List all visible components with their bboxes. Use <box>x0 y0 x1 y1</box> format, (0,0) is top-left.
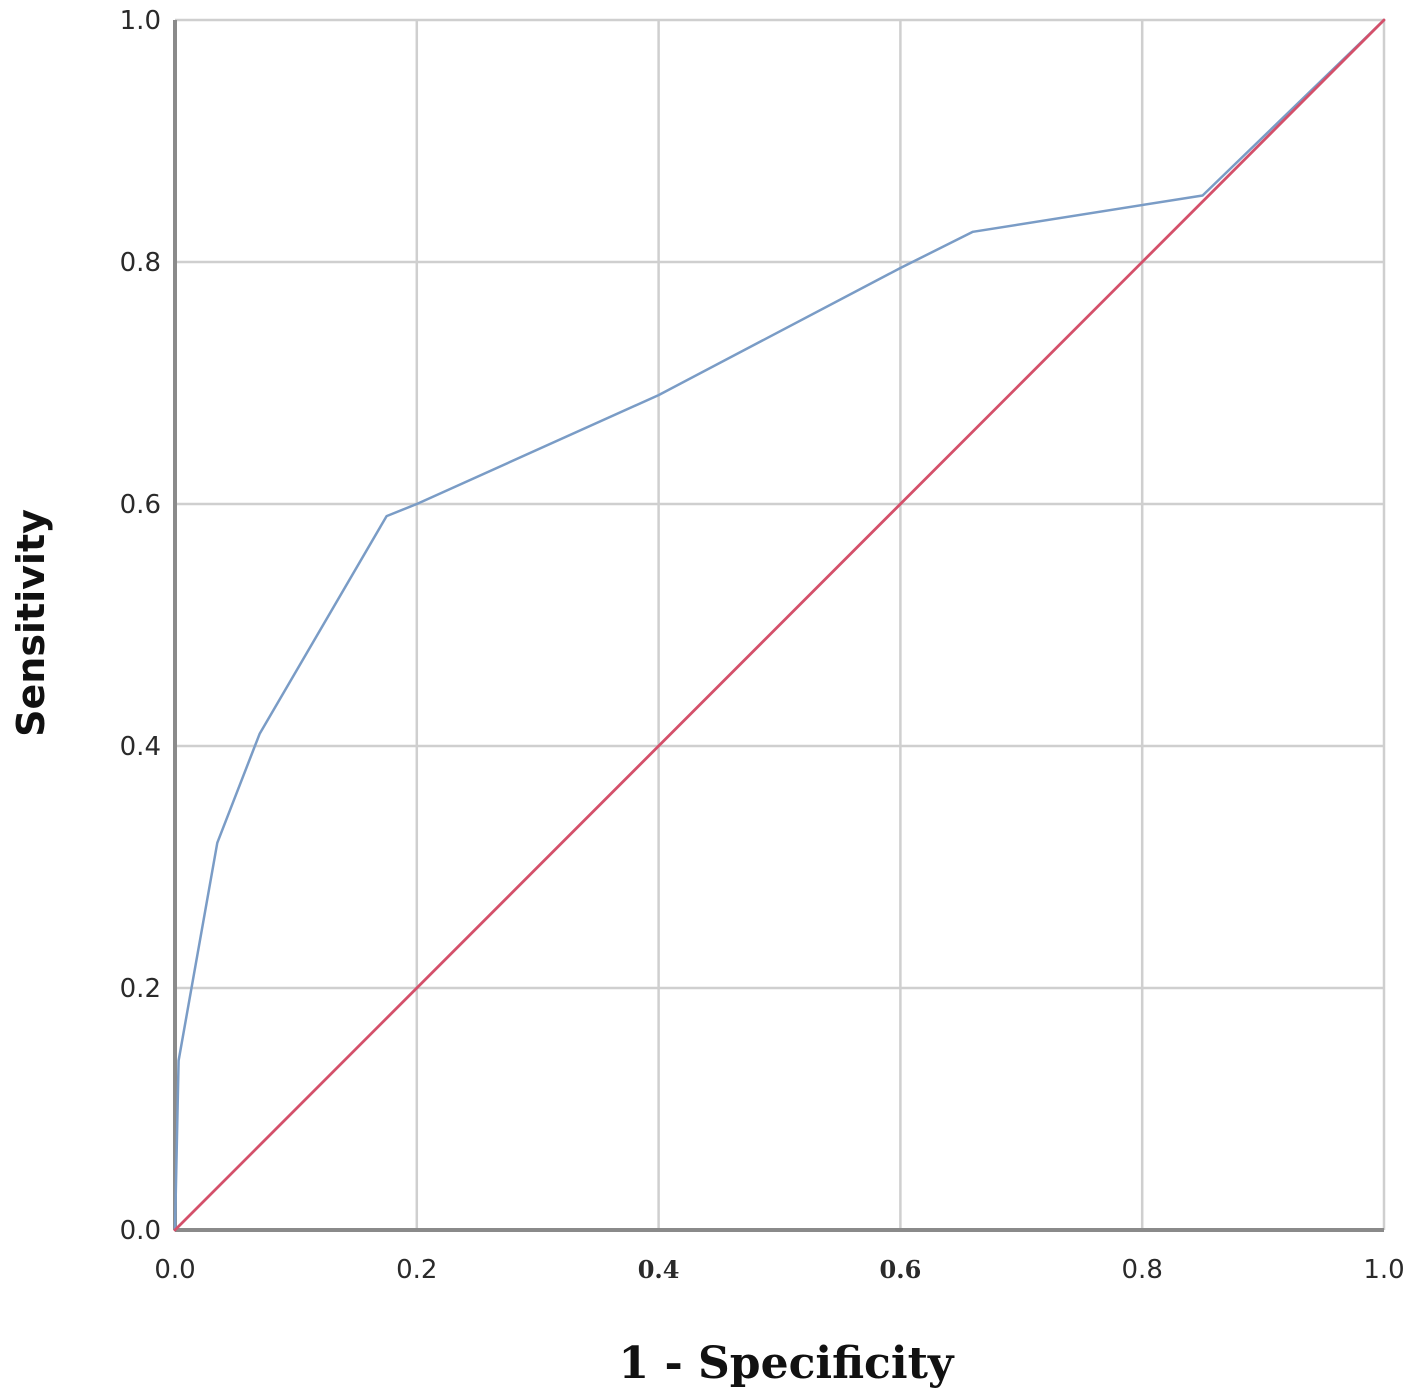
tick-labels: 0.0 0.2 0.4 0.6 0.8 1.0 0.0 0.2 0.4 0.6 0.8 1.0 <box>120 6 1405 1285</box>
y-tick-label-1: 0.2 <box>120 974 161 1004</box>
grid <box>175 18 1386 1230</box>
y-tick-label-4: 0.8 <box>120 248 161 278</box>
x-tick-label-0: 0.0 <box>154 1255 195 1285</box>
y-tick-label-2: 0.4 <box>120 732 161 762</box>
x-tick-label-4: 0.8 <box>1122 1255 1163 1285</box>
axes <box>173 20 1384 1232</box>
x-tick-label-3: 0.6 <box>880 1255 922 1284</box>
y-tick-label-5: 1.0 <box>120 6 161 36</box>
x-tick-label-2: 0.4 <box>638 1255 680 1284</box>
x-tick-label-5: 1.0 <box>1363 1255 1404 1285</box>
series-line-0 <box>173 18 1386 1232</box>
x-axis-title: 1 - Specificity <box>619 1338 955 1389</box>
y-axis-title: Sensitivity <box>9 509 53 737</box>
series-line-1 <box>173 18 1386 1232</box>
x-tick-label-1: 0.2 <box>396 1255 437 1285</box>
y-tick-label-0: 0.0 <box>120 1216 161 1246</box>
series <box>173 18 1386 1232</box>
y-tick-label-3: 0.6 <box>120 490 161 520</box>
